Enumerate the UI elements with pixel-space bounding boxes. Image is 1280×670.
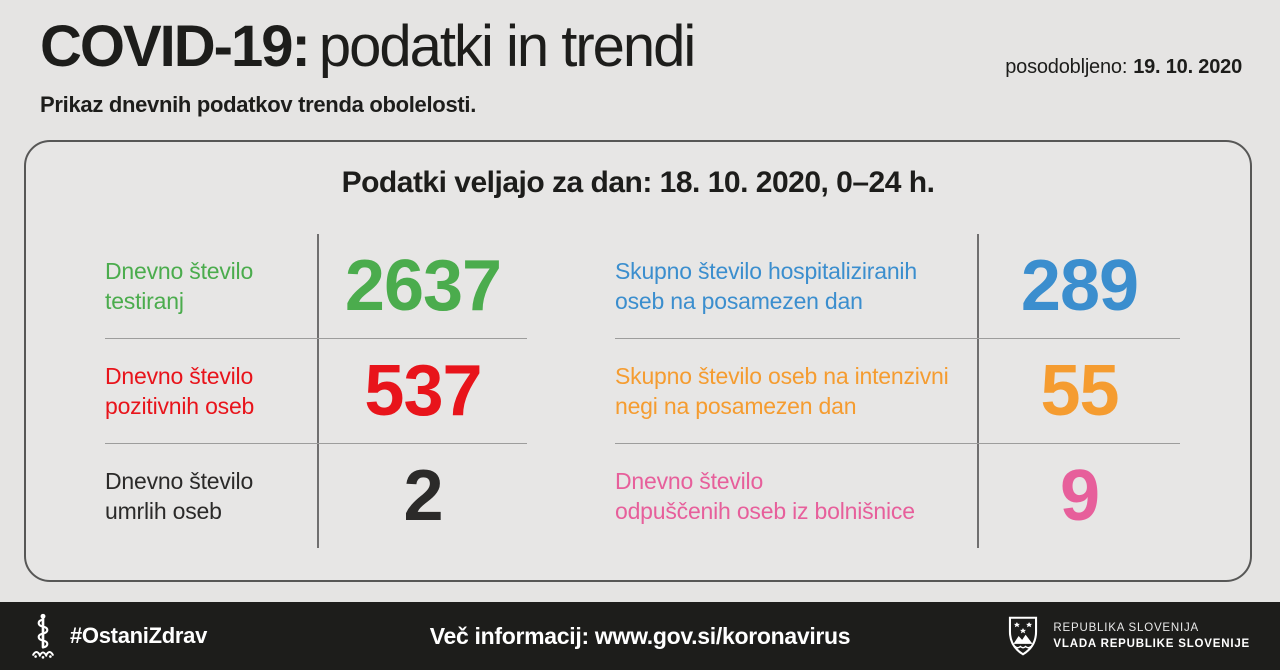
stat-label-line: oseb na posamezen dan [615,288,863,314]
page-title: COVID-19: podatki in trendi [40,14,696,79]
updated-label: posodobljeno: [1005,56,1128,78]
stat-label-line: umrlih oseb [105,498,222,524]
footer-left: #OstaniZdrav [30,613,207,659]
stat-label: Skupno število hospitaliziranih oseb na … [615,234,979,338]
rod-of-asclepius-icon [30,613,56,659]
stat-value: 55 [1040,351,1119,431]
page-title-strong: COVID-19: [40,14,311,79]
stat-label-line: Dnevno število [105,363,254,389]
stat-label: Skupno število oseb na intenzivni negi n… [615,339,979,443]
slovenia-coat-of-arms-icon [1007,616,1039,656]
stat-value: 9 [1059,456,1100,536]
stat-value: 2 [403,456,443,536]
stat-value: 2637 [344,246,502,326]
stat-value: 289 [1020,246,1139,326]
stat-label-line: Skupno število oseb na intenzivni [615,363,949,389]
stat-label-line: negi na posamezen dan [615,393,857,419]
page-header: COVID-19: podatki in trendi Prikaz dnevni… [0,0,1280,140]
stat-icu-total: Skupno število oseb na intenzivni negi n… [615,339,1180,444]
stat-discharged-daily: Dnevno število odpuščenih oseb iz bolniš… [615,444,1180,548]
footer-bar: #OstaniZdrav Več informacij: www.gov.si/… [0,602,1280,670]
stat-daily-tests: Dnevno število testiranj 2637 [105,234,527,339]
hashtag-ostanizdrav: #OstaniZdrav [70,623,208,648]
stat-label-line: testiranj [105,288,184,314]
stat-label-line: pozitivnih oseb [105,393,255,419]
stat-label-line: Skupno število hospitaliziranih [615,258,917,284]
government-signature: REPUBLIKA SLOVENIJA VLADA REPUBLIKE SLOV… [1053,620,1250,652]
page-title-rest: podatki in trendi [318,14,696,79]
stat-daily-deaths: Dnevno število umrlih oseb 2 [105,444,527,548]
stats-column-right: Skupno število hospitaliziranih oseb na … [615,234,1180,548]
footer-info-url: Več informacij: www.gov.si/koronavirus [429,622,851,649]
stat-label-line: Dnevno število [105,468,254,494]
stat-label-line: Dnevno število [615,468,764,494]
stat-daily-positive: Dnevno število pozitivnih oseb 537 [105,339,527,444]
page-subtitle: Prikaz dnevnih podatkov trenda obolelost… [40,92,477,117]
stat-hospitalized-total: Skupno število hospitaliziranih oseb na … [615,234,1180,339]
stat-label: Dnevno število pozitivnih oseb [105,339,319,443]
stat-label: Dnevno število umrlih oseb [105,444,319,548]
stat-value: 537 [364,351,482,431]
card-heading: Podatki veljajo za dan: 18. 10. 2020, 0–… [341,166,935,199]
stat-label-line: Dnevno število [105,258,254,284]
data-card: Podatki veljajo za dan: 18. 10. 2020, 0–… [24,140,1252,582]
stats-column-left: Dnevno število testiranj 2637 Dnevno šte… [105,234,527,548]
stat-label: Dnevno število odpuščenih oseb iz bolniš… [615,444,979,548]
updated-date: posodobljeno: 19. 10. 2020 [1005,56,1242,79]
footer-right: REPUBLIKA SLOVENIJA VLADA REPUBLIKE SLOV… [1007,616,1250,656]
updated-value: 19. 10. 2020 [1133,56,1242,78]
gov-line-republic: REPUBLIKA SLOVENIJA [1053,622,1200,634]
stats-grid: Dnevno število testiranj 2637 Dnevno šte… [26,234,1250,548]
stat-label: Dnevno število testiranj [105,234,319,338]
stat-label-line: odpuščenih oseb iz bolnišnice [615,498,915,524]
gov-line-government: VLADA REPUBLIKE SLOVENIJE [1053,638,1250,650]
